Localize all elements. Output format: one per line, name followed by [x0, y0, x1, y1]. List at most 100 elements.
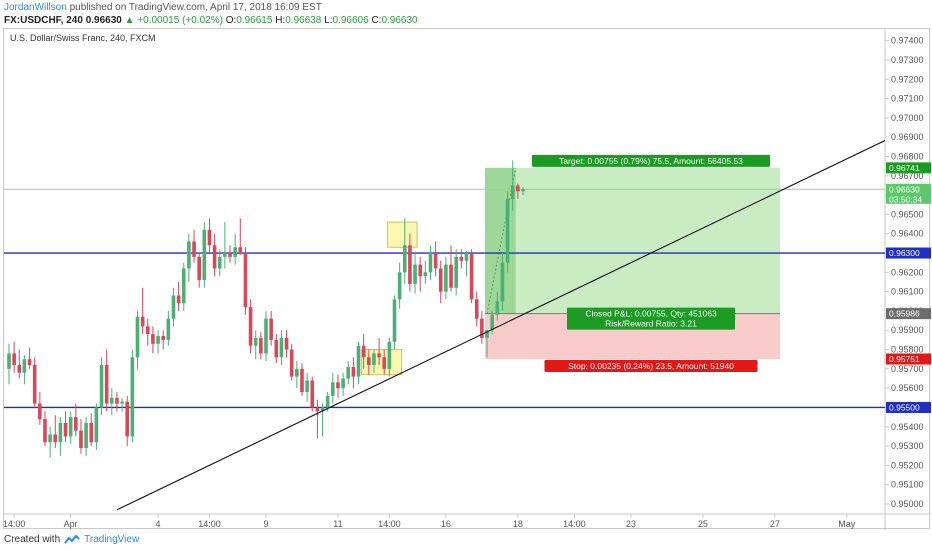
footer: Created with TradingView — [4, 534, 139, 545]
candle-body — [361, 345, 366, 358]
candle-body — [300, 368, 304, 393]
chart-pane[interactable]: U.S. Dollar/Swiss Franc, 240, FXCM Target… — [3, 28, 931, 530]
target-label-box — [532, 154, 770, 167]
x-tick-label-8: 18 — [513, 519, 523, 529]
candle-body — [53, 434, 58, 443]
candle-body — [295, 368, 299, 377]
target-label-text-0: Target: 0.00755 (0.79%) 75.5, Amount: 56… — [559, 156, 743, 166]
candle-body — [176, 295, 181, 304]
tradingview-brand[interactable]: TradingView — [84, 534, 140, 545]
candle-body — [397, 272, 402, 300]
candle-body — [115, 397, 119, 404]
close-value: 0.96630 — [381, 15, 418, 26]
candle-body — [79, 430, 83, 449]
candle-body — [7, 353, 11, 369]
candle-body — [485, 330, 489, 338]
x-tick-label-1: Apr — [64, 519, 78, 529]
candle-body — [480, 318, 484, 338]
current-price-tag-text: 0.96630 — [889, 184, 920, 194]
candle-body — [367, 357, 371, 365]
tradingview-logo-icon — [64, 534, 80, 544]
candle-body — [202, 229, 207, 281]
candle-body — [459, 256, 464, 261]
level-tag-0-box — [886, 247, 931, 259]
candle-body — [27, 359, 32, 365]
x-tick-label-4: 9 — [263, 519, 268, 529]
plot-area — [4, 139, 885, 511]
change-up-icon: ▲ — [124, 15, 135, 26]
x-tick-label-0: 14:00 — [4, 519, 25, 529]
candle-body — [444, 264, 448, 292]
candle-body — [212, 245, 217, 269]
candle-body — [125, 401, 130, 437]
candle-body — [341, 378, 345, 389]
candle-body — [22, 359, 27, 373]
candle-body — [63, 422, 68, 437]
candle-body — [253, 337, 258, 346]
candle-body — [166, 318, 171, 340]
candle-body — [408, 245, 412, 284]
candle-body — [516, 185, 520, 192]
candle-body — [161, 336, 165, 340]
y-tick-label-16: 0.95800 — [891, 345, 924, 355]
published-text: published on TradingView.com, April 17, … — [69, 2, 322, 13]
y-tick-label-5: 0.96900 — [891, 132, 924, 142]
candle-body — [336, 382, 340, 389]
candle-body — [12, 353, 16, 365]
candle-body — [274, 339, 279, 358]
author-link[interactable]: JordanWillson — [4, 2, 67, 13]
y-tick-label-17: 0.95700 — [891, 364, 924, 374]
candle-body — [315, 407, 320, 412]
y-tick-label-6: 0.96800 — [891, 151, 924, 161]
candle-body — [197, 256, 201, 281]
candle-body — [151, 334, 155, 344]
level-tag-1-box — [886, 401, 931, 413]
candle-body — [259, 337, 263, 354]
stop-label-text-0: Stop: 0.00235 (0.24%) 23.5, Amount: 5194… — [568, 361, 734, 371]
candle-body — [223, 253, 227, 257]
candle-body — [469, 253, 474, 300]
y-tick-label-2: 0.97200 — [891, 74, 924, 84]
candle-body — [331, 382, 335, 396]
current-price-tag-countdown: 03:50:34 — [889, 194, 922, 204]
y-tick-label-4: 0.97000 — [891, 113, 924, 123]
last-price: 0.96630 — [85, 15, 122, 26]
highlight-zone-0 — [386, 221, 418, 248]
candle-body — [171, 295, 176, 319]
stop-price-tag-text: 0.95751 — [889, 354, 920, 364]
candle-body — [264, 318, 268, 354]
y-tick-label-1: 0.97300 — [891, 55, 924, 65]
candle-body — [99, 364, 104, 408]
candle-body — [228, 253, 232, 257]
candle-body — [89, 422, 94, 443]
candle-body — [94, 407, 99, 443]
candle-body — [84, 422, 88, 449]
pnl-label-text-1: Risk/Reward Ratio: 3.21 — [605, 319, 697, 329]
target-zone — [485, 167, 780, 314]
chart-title: U.S. Dollar/Swiss Franc, 240, FXCM — [10, 33, 156, 43]
candle-body — [181, 268, 186, 304]
x-tick-label-3: 14:00 — [198, 519, 221, 529]
x-tick-label-2: 4 — [156, 519, 161, 529]
x-tick-label-9: 14:00 — [563, 519, 586, 529]
candle-body — [130, 357, 135, 437]
candle-body — [351, 366, 356, 377]
stop-price-tag-box — [886, 353, 931, 365]
candle-body — [192, 241, 196, 257]
entry-price-tag-text: 0.95986 — [889, 309, 920, 319]
publish-info: JordanWillson published on TradingView.c… — [4, 2, 322, 13]
candlestick-chart[interactable]: U.S. Dollar/Swiss Franc, 240, FXCM Target… — [4, 29, 931, 530]
y-tick-label-7: 0.96700 — [891, 171, 924, 181]
candle-body — [449, 264, 453, 288]
x-tick-label-12: 27 — [770, 519, 780, 529]
candle-body — [233, 247, 237, 257]
y-tick-label-10: 0.96400 — [891, 229, 924, 239]
candle-body — [413, 264, 417, 284]
candle-body — [310, 380, 315, 408]
candle-body — [382, 357, 387, 369]
x-tick-label-7: 16 — [441, 519, 451, 529]
candle-body — [423, 272, 428, 277]
close-label: C: — [371, 15, 382, 26]
candle-body — [135, 316, 140, 358]
candle-body — [320, 407, 325, 412]
